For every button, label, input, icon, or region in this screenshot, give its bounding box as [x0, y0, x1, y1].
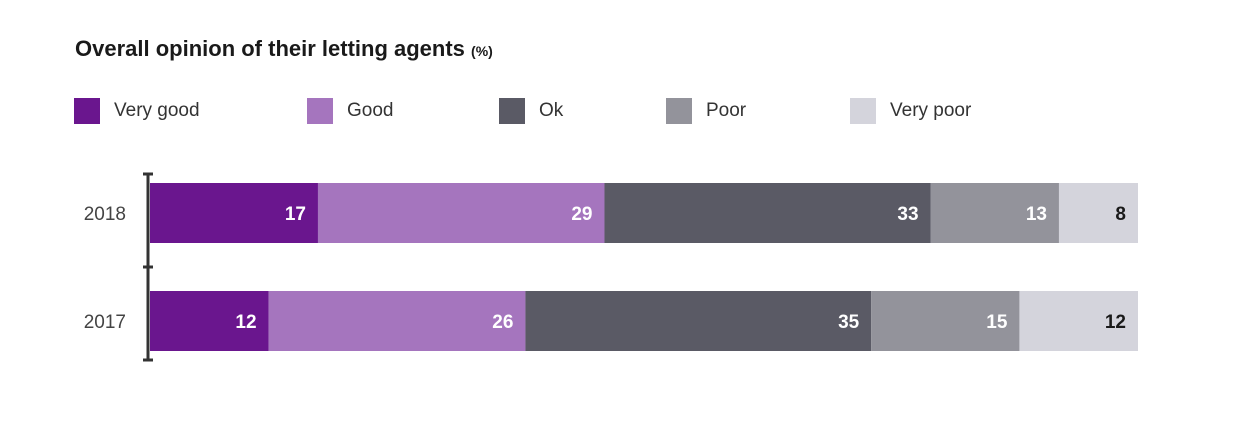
- legend-swatch-ok: [499, 98, 525, 124]
- bar-value-label: 17: [285, 204, 306, 225]
- bar-value-label: 15: [986, 312, 1008, 333]
- bar-segment: [604, 183, 931, 243]
- bar-value-label: 12: [235, 312, 256, 333]
- legend-label-very-good: Very good: [114, 100, 200, 121]
- legend-label-good: Good: [347, 100, 394, 121]
- legend-item-good: Good: [307, 98, 393, 124]
- legend-swatch-very-good: [74, 98, 100, 124]
- bar-value-label: 26: [492, 312, 513, 333]
- bar-segment: [268, 291, 526, 351]
- bar-value-label: 13: [1026, 204, 1047, 225]
- bar-segment: [525, 291, 872, 351]
- bar-value-label: 8: [1115, 204, 1126, 225]
- bar-value-label: 12: [1105, 312, 1126, 333]
- chart-title-unit: (%): [471, 43, 493, 59]
- bar-value-label: 35: [838, 312, 860, 333]
- bar-segment: [150, 291, 269, 351]
- legend-label-very-poor: Very poor: [890, 100, 972, 121]
- bar-segment: [150, 183, 318, 243]
- category-label: 2017: [84, 312, 126, 333]
- legend-label-ok: Ok: [539, 100, 564, 121]
- legend-swatch-very-poor: [850, 98, 876, 124]
- bar-segment: [317, 183, 605, 243]
- legend-item-poor: Poor: [666, 98, 746, 124]
- bar-segment: [1019, 291, 1138, 351]
- legend-item-ok: Ok: [499, 98, 563, 124]
- legend-item-very-poor: Very poor: [850, 98, 971, 124]
- bar-segment: [871, 291, 1020, 351]
- chart-title-text: Overall opinion of their letting agents: [75, 36, 465, 61]
- legend-swatch-good: [307, 98, 333, 124]
- bar-segment: [1058, 183, 1138, 243]
- bar-value-label: 29: [571, 204, 592, 225]
- legend-label-poor: Poor: [706, 100, 747, 121]
- bar-segment: [930, 183, 1059, 243]
- chart-title: Overall opinion of their letting agents …: [75, 36, 493, 62]
- bar-value-label: 33: [897, 204, 918, 225]
- legend-swatch-poor: [666, 98, 692, 124]
- category-label: 2018: [84, 204, 126, 225]
- legend-item-very-good: Very good: [74, 98, 200, 124]
